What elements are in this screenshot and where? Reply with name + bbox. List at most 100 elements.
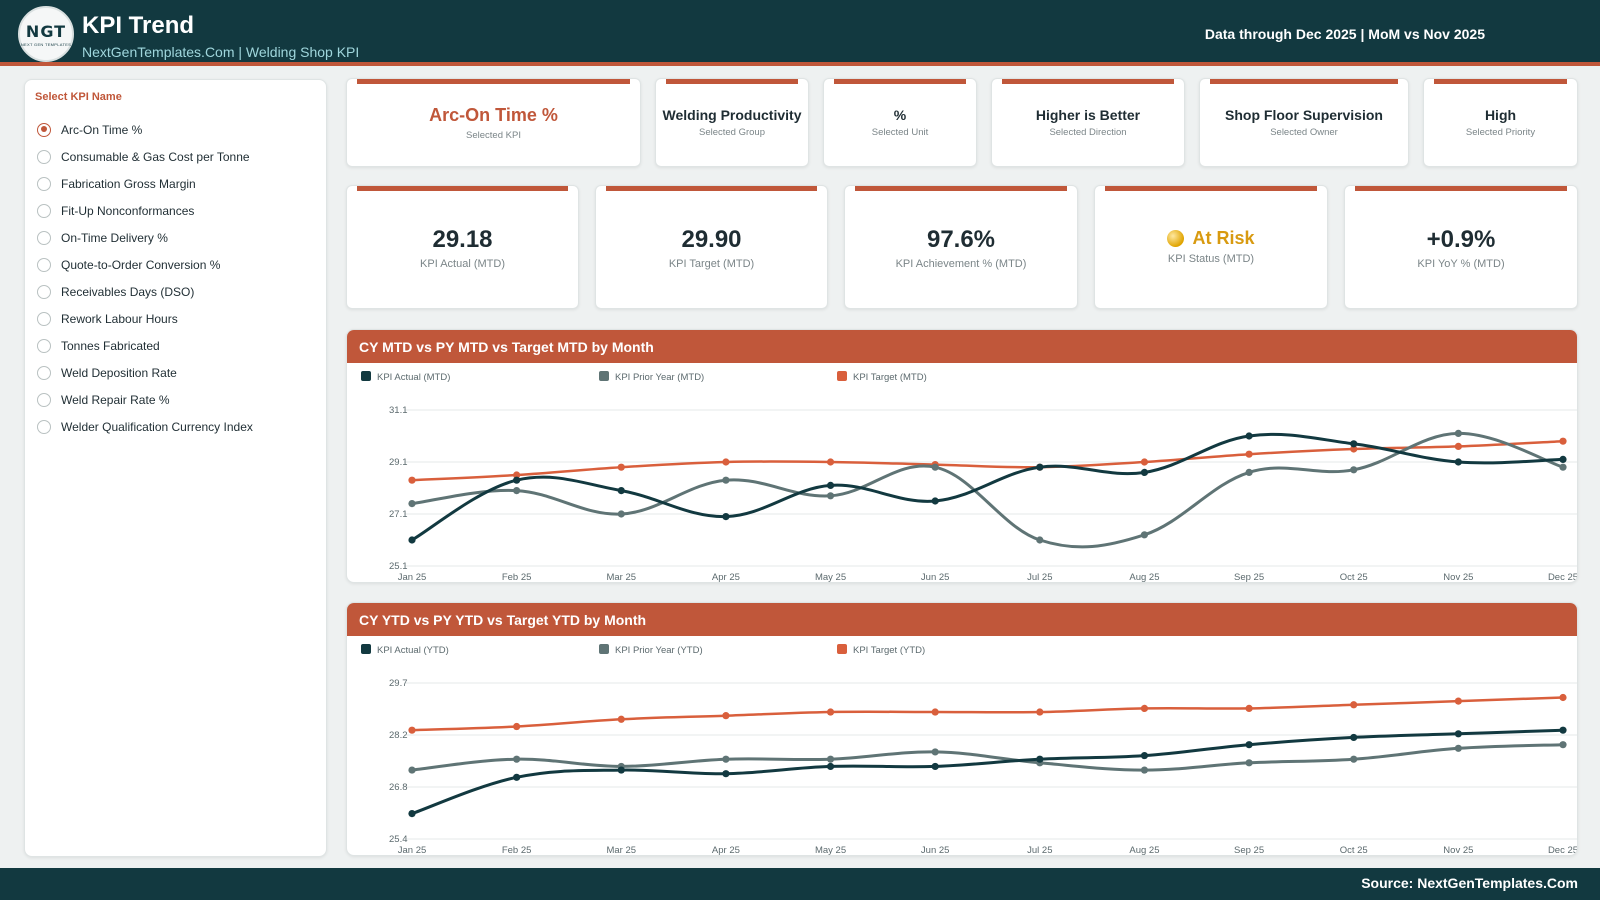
kpi-option[interactable]: Weld Deposition Rate bbox=[37, 359, 253, 386]
radio-icon[interactable] bbox=[37, 365, 51, 380]
data-point-target[interactable] bbox=[722, 458, 730, 466]
series-line-actual bbox=[410, 432, 1565, 542]
kpi-option[interactable]: Fabrication Gross Margin bbox=[37, 170, 253, 197]
data-point-target[interactable] bbox=[931, 708, 939, 716]
data-point-actual[interactable] bbox=[1036, 755, 1044, 763]
data-point-actual[interactable] bbox=[1454, 458, 1462, 466]
data-point-target[interactable] bbox=[826, 458, 835, 466]
radio-icon[interactable] bbox=[37, 257, 51, 272]
data-point-actual[interactable] bbox=[826, 762, 835, 771]
data-point-target[interactable] bbox=[1140, 458, 1149, 466]
data-point-target[interactable] bbox=[1245, 704, 1253, 712]
data-point-prior-year[interactable] bbox=[1454, 744, 1462, 752]
data-point-actual[interactable] bbox=[826, 481, 835, 489]
data-point-prior-year[interactable] bbox=[513, 487, 521, 495]
radio-icon[interactable] bbox=[37, 419, 51, 434]
kpi-option[interactable]: Consumable & Gas Cost per Tonne bbox=[37, 143, 253, 170]
kpi-option[interactable]: Arc-On Time % bbox=[37, 116, 253, 143]
kpi-option[interactable]: On-Time Delivery % bbox=[37, 224, 253, 251]
data-point-prior-year[interactable] bbox=[1245, 468, 1253, 476]
x-tick-label: May 25 bbox=[815, 845, 846, 856]
data-point-actual[interactable] bbox=[1454, 730, 1462, 738]
data-point-actual[interactable] bbox=[1559, 726, 1567, 734]
data-point-prior-year[interactable] bbox=[408, 766, 416, 774]
data-point-actual[interactable] bbox=[931, 497, 939, 505]
data-point-target[interactable] bbox=[617, 715, 625, 723]
data-point-actual[interactable] bbox=[408, 810, 416, 818]
data-point-actual[interactable] bbox=[617, 487, 625, 495]
data-point-actual[interactable] bbox=[1245, 741, 1253, 749]
radio-icon[interactable] bbox=[37, 149, 51, 164]
data-point-actual[interactable] bbox=[617, 766, 625, 774]
data-point-prior-year[interactable] bbox=[722, 755, 730, 763]
data-point-prior-year[interactable] bbox=[1350, 755, 1358, 763]
data-point-target[interactable] bbox=[1454, 442, 1462, 450]
kpi-option-label: Arc-On Time % bbox=[61, 122, 143, 137]
legend-label-target: KPI Target (MTD) bbox=[853, 372, 927, 383]
data-point-prior-year[interactable] bbox=[931, 748, 939, 756]
data-point-prior-year[interactable] bbox=[1559, 463, 1567, 471]
data-point-prior-year[interactable] bbox=[408, 500, 416, 508]
data-point-actual[interactable] bbox=[1350, 440, 1358, 448]
data-point-actual[interactable] bbox=[408, 536, 416, 544]
data-point-target[interactable] bbox=[1036, 708, 1044, 716]
data-point-target[interactable] bbox=[513, 471, 521, 479]
data-point-actual[interactable] bbox=[513, 476, 521, 484]
kpi-actual-card: 29.18 KPI Actual (MTD) bbox=[346, 185, 579, 309]
radio-icon[interactable] bbox=[37, 176, 51, 191]
data-point-actual[interactable] bbox=[1559, 455, 1567, 463]
data-point-actual[interactable] bbox=[1350, 733, 1358, 742]
kpi-option[interactable]: Weld Repair Rate % bbox=[37, 386, 253, 413]
kpi-option[interactable]: Fit-Up Nonconformances bbox=[37, 197, 253, 224]
data-point-target[interactable] bbox=[617, 463, 625, 471]
data-point-prior-year[interactable] bbox=[1350, 466, 1358, 474]
data-point-actual[interactable] bbox=[931, 762, 939, 771]
data-point-prior-year[interactable] bbox=[1140, 766, 1149, 774]
radio-icon[interactable] bbox=[37, 338, 51, 353]
kpi-option[interactable]: Welder Qualification Currency Index bbox=[37, 413, 253, 440]
radio-icon[interactable] bbox=[37, 230, 51, 245]
data-point-target[interactable] bbox=[1559, 437, 1567, 445]
radio-icon[interactable] bbox=[37, 203, 51, 218]
data-point-actual[interactable] bbox=[1245, 432, 1253, 440]
data-point-target[interactable] bbox=[722, 712, 730, 720]
data-point-actual[interactable] bbox=[1140, 468, 1149, 476]
data-point-actual[interactable] bbox=[722, 770, 730, 778]
data-point-target[interactable] bbox=[408, 726, 416, 734]
x-tick-label: Jun 25 bbox=[921, 845, 950, 856]
data-point-target[interactable] bbox=[1350, 445, 1358, 453]
kpi-option[interactable]: Quote-to-Order Conversion % bbox=[37, 251, 253, 278]
data-point-prior-year[interactable] bbox=[722, 476, 730, 484]
data-point-prior-year[interactable] bbox=[1140, 531, 1149, 539]
data-point-actual[interactable] bbox=[1036, 463, 1044, 471]
data-point-prior-year[interactable] bbox=[931, 463, 939, 471]
data-point-target[interactable] bbox=[826, 708, 835, 716]
data-point-target[interactable] bbox=[1350, 701, 1358, 709]
data-point-actual[interactable] bbox=[513, 773, 521, 781]
data-point-actual[interactable] bbox=[1140, 751, 1149, 760]
radio-icon[interactable] bbox=[37, 311, 51, 326]
radio-icon[interactable] bbox=[37, 284, 51, 299]
data-point-actual[interactable] bbox=[722, 513, 730, 521]
selected-owner-card: Shop Floor Supervision Selected Owner bbox=[1199, 78, 1409, 167]
data-point-prior-year[interactable] bbox=[1036, 536, 1044, 544]
data-point-prior-year[interactable] bbox=[617, 510, 625, 518]
data-point-prior-year[interactable] bbox=[1559, 741, 1567, 749]
data-point-prior-year[interactable] bbox=[513, 755, 521, 763]
kpi-achievement-label: KPI Achievement % (MTD) bbox=[895, 258, 1027, 270]
data-point-prior-year[interactable] bbox=[1454, 429, 1462, 437]
data-point-target[interactable] bbox=[1559, 693, 1567, 702]
data-point-target[interactable] bbox=[513, 722, 521, 731]
data-point-target[interactable] bbox=[1140, 704, 1149, 712]
kpi-option[interactable]: Tonnes Fabricated bbox=[37, 332, 253, 359]
data-point-prior-year[interactable] bbox=[1245, 759, 1253, 767]
kpi-option[interactable]: Rework Labour Hours bbox=[37, 305, 253, 332]
data-point-target[interactable] bbox=[1245, 450, 1253, 458]
data-point-target[interactable] bbox=[1454, 697, 1462, 705]
data-point-prior-year[interactable] bbox=[826, 492, 835, 500]
kpi-option[interactable]: Receivables Days (DSO) bbox=[37, 278, 253, 305]
data-point-target[interactable] bbox=[408, 476, 416, 484]
radio-selected-icon[interactable] bbox=[37, 122, 51, 137]
data-point-prior-year[interactable] bbox=[826, 755, 835, 763]
radio-icon[interactable] bbox=[37, 392, 51, 407]
